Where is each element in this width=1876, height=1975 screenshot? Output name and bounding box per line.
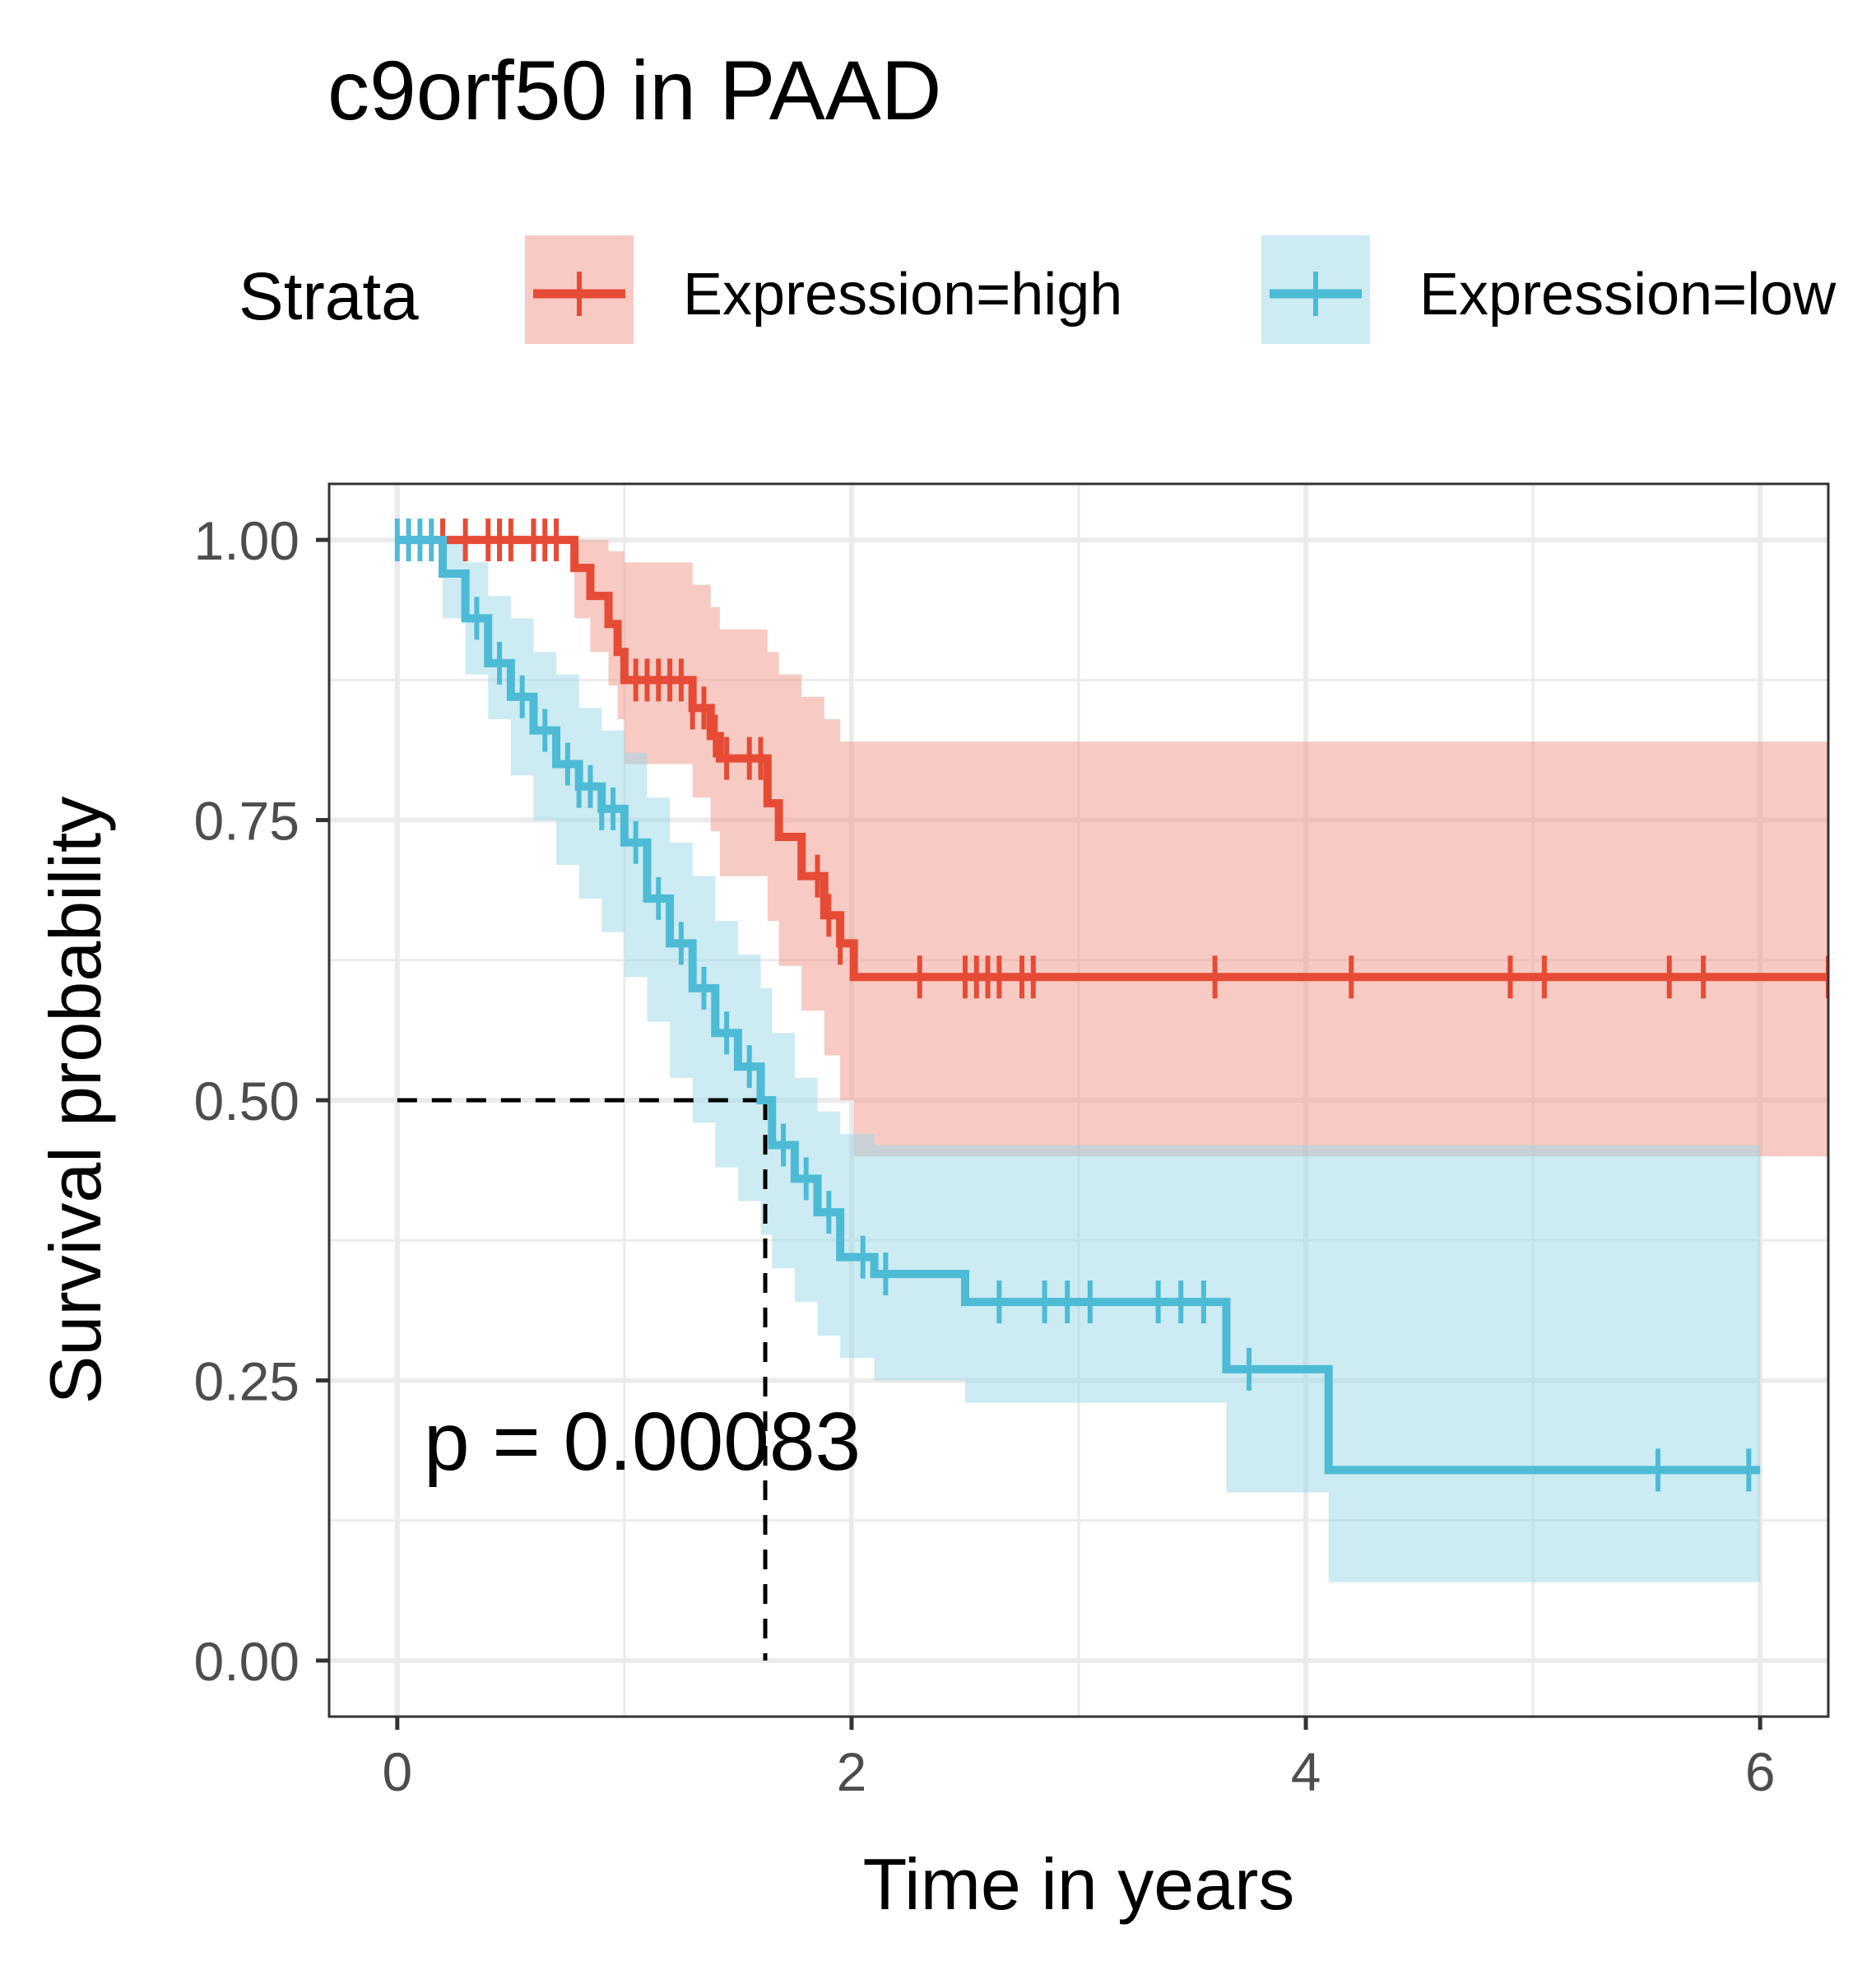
legend-label-low: Expression=low <box>1419 262 1837 328</box>
y-tick-label: 0.50 <box>194 1071 300 1132</box>
survival-curves <box>394 518 1828 1492</box>
x-tick-label: 6 <box>1745 1741 1776 1802</box>
survival-curve-low <box>397 536 1761 1475</box>
y-tick-label: 0.75 <box>194 791 300 852</box>
axes: 0 2 4 6 0.00 0.25 0.50 0.75 1.00 <box>194 510 1776 1802</box>
x-tick-label: 0 <box>382 1741 412 1802</box>
chart-title: c9orf50 in PAAD <box>327 44 941 137</box>
confidence-band-high <box>397 540 1828 1157</box>
y-tick-label: 0.00 <box>194 1631 300 1692</box>
legend-title: Strata <box>239 259 419 334</box>
confidence-bands <box>397 540 1828 1582</box>
y-axis-title: Survival probability <box>35 797 116 1405</box>
median-survival-lines <box>397 1098 768 1661</box>
x-axis-title: Time in years <box>863 1843 1295 1925</box>
y-tick-label: 1.00 <box>194 510 300 571</box>
x-tick-label: 4 <box>1291 1741 1321 1802</box>
legend-label-high: Expression=high <box>683 262 1122 328</box>
p-value-label: p = 0.00083 <box>424 1396 861 1488</box>
confidence-band-low <box>397 540 1761 1582</box>
x-tick-label: 2 <box>837 1741 867 1802</box>
y-tick-label: 0.25 <box>194 1350 300 1411</box>
legend: Strata Expression=high Expression=low <box>239 235 1837 344</box>
